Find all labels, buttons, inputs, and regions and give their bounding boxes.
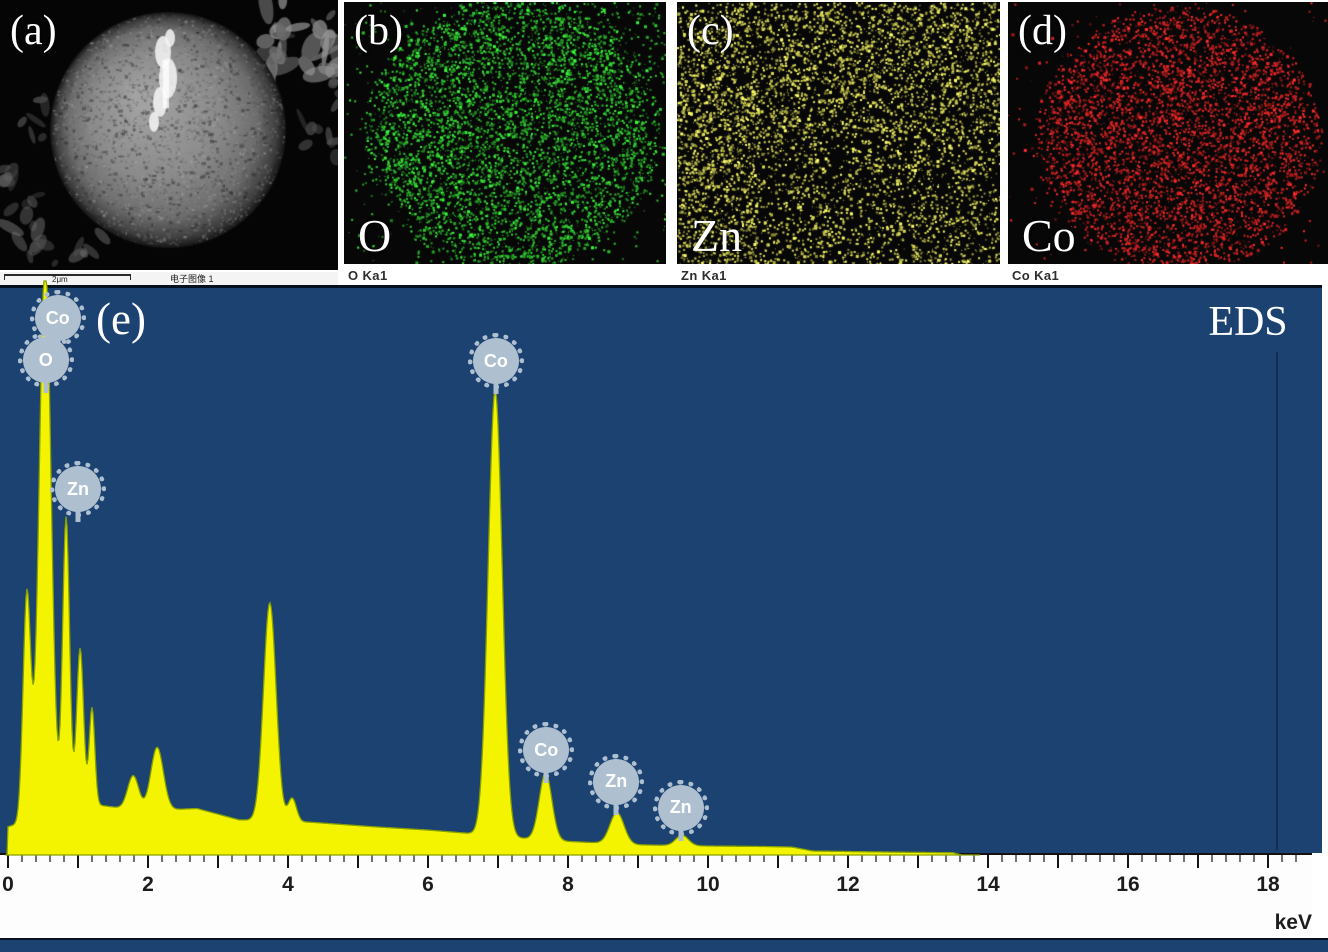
sem-image xyxy=(0,0,338,270)
x-tick-label: 6 xyxy=(422,873,434,896)
x-tick-label: 2 xyxy=(142,873,154,896)
panel-label-d: (d) xyxy=(1018,8,1067,54)
cobalt-line-label: Co Ka1 xyxy=(1008,265,1328,285)
map-panel-cobalt: (d) Co Co Ka1 xyxy=(1008,0,1328,285)
map-panel-oxygen: (b) O O Ka1 xyxy=(344,0,666,285)
peak-label-text: O xyxy=(38,349,53,370)
panel-label-b: (b) xyxy=(354,8,403,54)
x-tick-label: 16 xyxy=(1116,873,1140,896)
x-tick-label: 4 xyxy=(282,873,294,896)
right-margin xyxy=(1322,285,1328,853)
x-tick-label: 8 xyxy=(562,873,574,896)
spectrum-background xyxy=(0,288,1328,853)
zinc-line-label: Zn Ka1 xyxy=(677,265,1000,285)
scale-bar-label: 2μm xyxy=(52,275,68,284)
peak-label-text: Co xyxy=(45,307,70,328)
x-tick-label: 10 xyxy=(696,873,720,896)
peak-label-text: Zn xyxy=(67,478,89,499)
x-axis-band xyxy=(0,855,1312,940)
spectrum-title: EDS xyxy=(1208,299,1288,345)
peak-label-bubble-zn: Zn xyxy=(652,779,709,836)
panel-label-e: (e) xyxy=(96,294,146,344)
peak-label-text: Zn xyxy=(669,797,692,818)
peak-label-text: Zn xyxy=(605,771,628,792)
peak-label-bubble-o: O xyxy=(17,332,74,388)
oxygen-line-label: O Ka1 xyxy=(344,265,666,285)
zinc-element-label: Zn xyxy=(691,210,743,261)
zinc-map-image xyxy=(677,2,1000,264)
peak-label-bubble-zn: Zn xyxy=(50,461,106,518)
peak-label-bubble-co: Co xyxy=(518,722,575,779)
x-tick-label: 18 xyxy=(1256,873,1280,896)
sem-caption: 电子图像 1 xyxy=(170,274,214,284)
map-panel-zinc: (c) Zn Zn Ka1 xyxy=(677,0,1000,285)
bottom-strip xyxy=(0,938,1328,952)
peak-label-bubble-co: Co xyxy=(467,333,524,390)
peak-label-bubble-zn: Zn xyxy=(588,753,645,810)
panel-label-a: (a) xyxy=(10,8,57,54)
oxygen-map-image xyxy=(344,2,666,264)
x-tick-label: 0 xyxy=(2,873,14,896)
cobalt-map-image xyxy=(1008,2,1328,264)
x-axis-unit-label: keV xyxy=(1274,911,1312,934)
peak-label-text: Co xyxy=(483,350,508,371)
cobalt-element-label: Co xyxy=(1022,210,1076,261)
x-tick-label: 14 xyxy=(976,873,1000,896)
panel-label-c: (c) xyxy=(687,8,734,54)
oxygen-element-label: O xyxy=(358,210,392,261)
x-tick-label: 12 xyxy=(836,873,860,896)
scale-bar xyxy=(4,274,131,280)
peak-label-text: Co xyxy=(534,739,559,760)
sem-panel: (a) 2μm 电子图像 1 xyxy=(0,0,338,285)
artifact-line xyxy=(1276,352,1278,850)
